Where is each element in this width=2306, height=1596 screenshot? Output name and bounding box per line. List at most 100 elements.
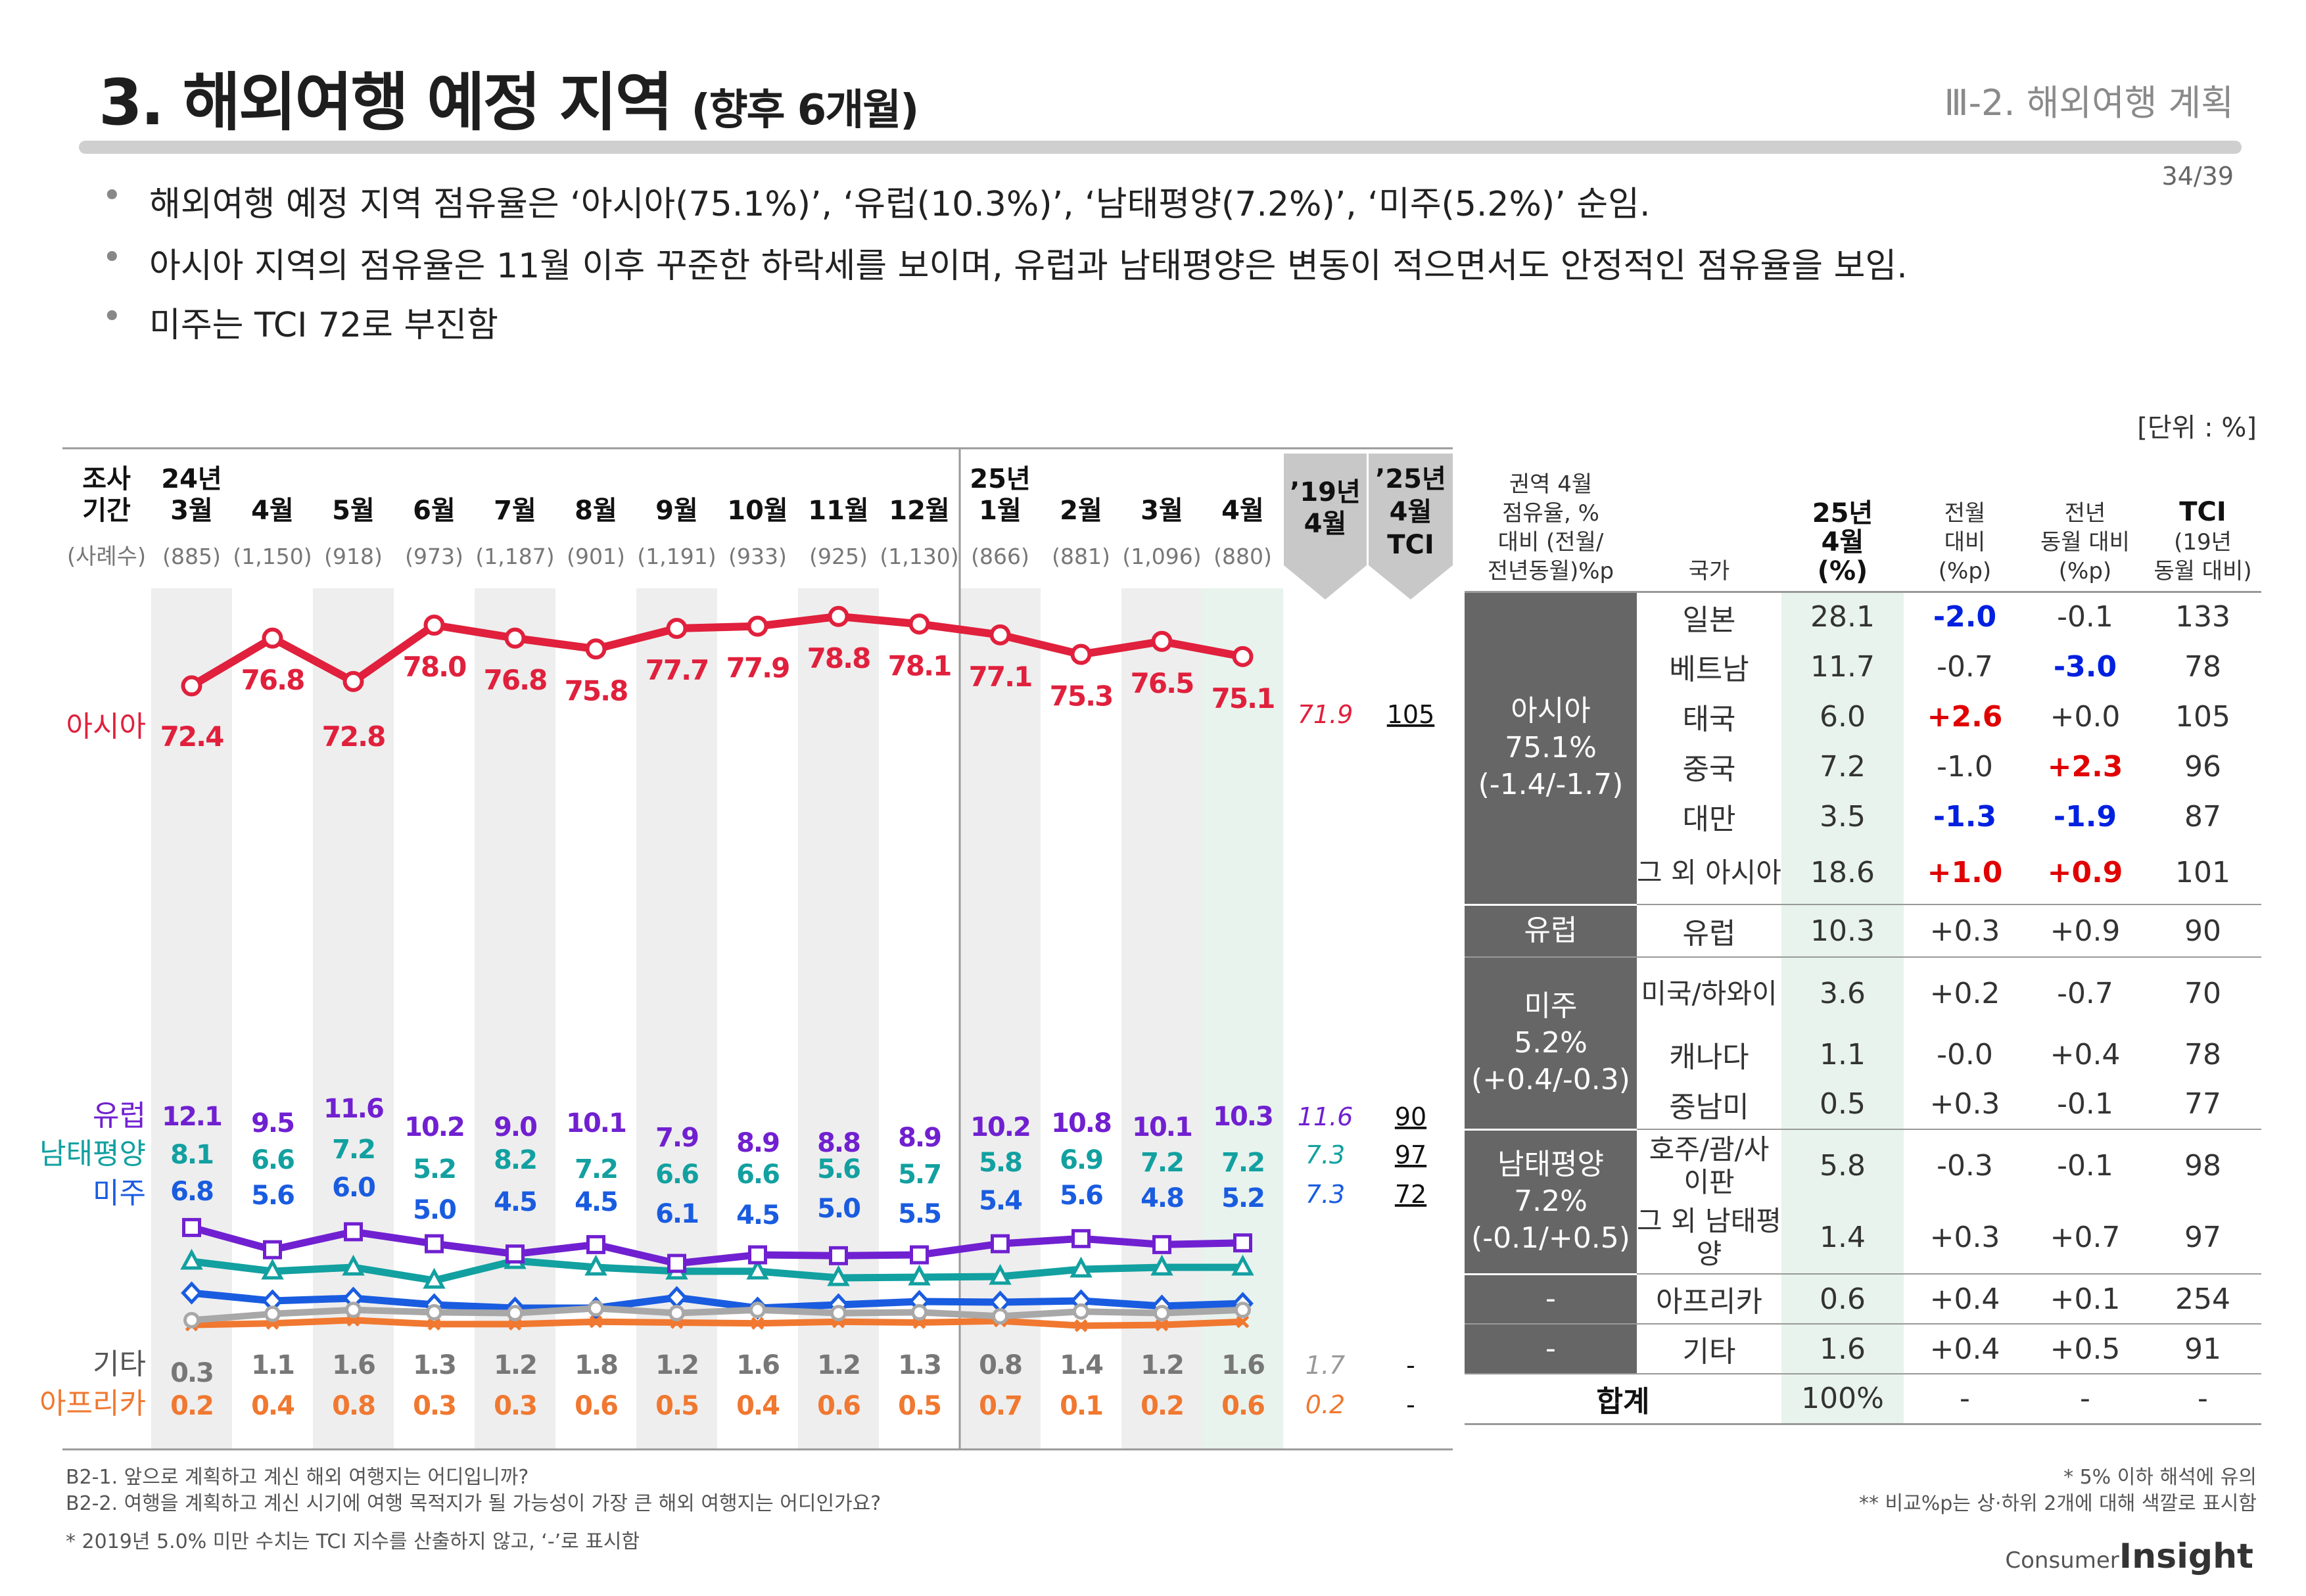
point-europe-7	[748, 1245, 767, 1265]
label-africa-12: 0.2	[1141, 1391, 1183, 1421]
label-america-3: 5.0	[413, 1195, 456, 1225]
region-line: (-0.1/+0.5)	[1471, 1221, 1630, 1255]
label-america-1: 5.6	[251, 1181, 294, 1211]
period-month-9: 12월	[889, 496, 949, 526]
yoy-cell: -1.9	[2053, 799, 2117, 833]
point-europe-4	[506, 1244, 525, 1264]
region-cell: 유럽	[1465, 904, 1637, 958]
th-yoy: 전년 동월 대비 (%p)	[2040, 500, 2130, 584]
tci-cell: 78	[2184, 649, 2221, 684]
label-asia-13: 75.1	[1212, 682, 1275, 715]
ref-2019-europe: 11.6	[1298, 1102, 1353, 1131]
label-europe-8: 8.8	[817, 1128, 860, 1158]
point-asia-11	[1070, 644, 1092, 665]
table-total-row: 합계 100% - - -	[1465, 1374, 2261, 1424]
series-name-america: 미주	[93, 1177, 146, 1210]
yoy-cell: +0.4	[2050, 1037, 2121, 1071]
point-asia-9	[908, 613, 930, 635]
label-asia-12: 76.5	[1131, 667, 1194, 699]
point-pacific-11	[1070, 1256, 1093, 1278]
label-pacific-5: 7.2	[575, 1154, 617, 1185]
series-name-africa: 아프리카	[39, 1387, 146, 1420]
label-america-9: 5.5	[898, 1199, 941, 1229]
country-cell: 태국	[1682, 703, 1736, 736]
share-cell: 0.6	[1781, 1274, 1904, 1325]
country-cell: 그 외 아시아	[1637, 841, 1781, 905]
share-cell: 1.1	[1781, 1029, 1904, 1079]
point-others-13	[1235, 1302, 1251, 1319]
table-row: 중국 7.2 -1.0 +2.3 96	[1465, 741, 2261, 791]
table-row: 베트남 11.7 -0.7 -3.0 78	[1465, 642, 2261, 692]
country-cell: 중남미	[1637, 1079, 1781, 1130]
period-n-7: (933)	[728, 544, 787, 569]
total-share: 100%	[1781, 1374, 1904, 1424]
label-america-7: 4.5	[736, 1200, 779, 1231]
share-cell: 1.4	[1781, 1202, 1904, 1275]
share-cell: 28.1	[1781, 592, 1904, 642]
footnote-tci: * 2019년 5.0% 미만 수치는 TCI 지수를 산출하지 않고, ‘-’…	[66, 1530, 640, 1553]
period-n-9: (1,130)	[880, 544, 958, 569]
series-line-asia	[189, 612, 1244, 690]
logo-part1: Consumer	[2005, 1547, 2119, 1574]
country-cell: 미국/하와이	[1641, 977, 1777, 1010]
mom-cell: -1.0	[1937, 749, 1993, 784]
tci-cell: 101	[2144, 841, 2261, 905]
share-cell: 11.7	[1781, 642, 1904, 692]
point-others-11	[1073, 1303, 1089, 1320]
region-cell: -	[1465, 1324, 1637, 1374]
period-n-2: (918)	[324, 544, 383, 569]
period-year-10: 25년	[970, 464, 1030, 494]
th-region: 권역 4월 점유율, % 대비 (전월/전년동월)%p	[1487, 471, 1614, 584]
label-others-1: 1.1	[251, 1350, 294, 1380]
point-others-5	[588, 1300, 604, 1317]
point-pacific-10	[989, 1263, 1012, 1285]
tci-cell: 98	[2184, 1149, 2221, 1183]
point-europe-2	[344, 1222, 363, 1242]
point-pacific-13	[1231, 1254, 1254, 1276]
label-europe-2: 11.6	[323, 1094, 383, 1124]
share-cell: 10.3	[1781, 904, 1904, 958]
tci-cell: 97	[2144, 1202, 2261, 1275]
point-pacific-9	[908, 1264, 931, 1286]
country-cell: 중국	[1682, 753, 1736, 786]
share-cell: 6.0	[1781, 692, 1904, 741]
bullet-3-text: 미주는 TCI 72로 부진함	[149, 306, 498, 345]
label-pacific-11: 6.9	[1060, 1145, 1102, 1175]
series-line-europe	[191, 1224, 1243, 1267]
tci-cell: 133	[2175, 600, 2230, 634]
table-row: 남태평양 7.2% (-0.1/+0.5) 호주/괌/사이판 5.8 -0.3 -0.1 98	[1465, 1129, 2261, 1275]
sample-row-label: (사례수)	[67, 544, 146, 570]
th-share: 25년 4월 (%)	[1812, 498, 1873, 586]
country-cell: 호주/괌/사이판	[1649, 1133, 1770, 1198]
label-europe-4: 9.0	[494, 1112, 536, 1142]
ref-2019-africa: 0.2	[1306, 1390, 1345, 1419]
label-others-3: 1.3	[413, 1350, 456, 1380]
label-pacific-12: 7.2	[1141, 1148, 1183, 1178]
label-others-5: 1.8	[575, 1350, 617, 1380]
point-asia-8	[828, 605, 849, 627]
point-pacific-12	[1150, 1254, 1173, 1276]
period-year-0: 24년	[161, 464, 222, 494]
mom-cell: +0.3	[1904, 1079, 2026, 1130]
period-n-4: (1,187)	[475, 544, 554, 569]
point-asia-0	[181, 675, 202, 697]
point-africa-12	[1155, 1318, 1169, 1332]
yoy-cell: -0.1	[2057, 600, 2113, 634]
point-europe-1	[263, 1240, 282, 1259]
label-america-12: 4.8	[1141, 1183, 1183, 1213]
table-row: 중남미 0.5 +0.3 -0.1 77	[1465, 1079, 2261, 1130]
point-pacific-5	[584, 1254, 607, 1276]
point-europe-9	[910, 1245, 929, 1265]
period-n-3: (973)	[405, 544, 463, 569]
series-line-pacific	[191, 1257, 1243, 1284]
label-asia-1: 76.8	[241, 664, 304, 696]
mom-cell: -0.7	[1937, 649, 1993, 684]
label-america-13: 5.2	[1221, 1183, 1264, 1213]
yoy-cell: +0.9	[2026, 904, 2144, 958]
period-month-10: 1월	[979, 496, 1022, 526]
region-line: -	[1545, 1282, 1556, 1316]
label-america-11: 5.6	[1060, 1181, 1102, 1211]
tci-cell: 254	[2144, 1274, 2261, 1325]
label-america-5: 4.5	[575, 1187, 617, 1217]
label-pacific-1: 6.6	[251, 1145, 294, 1175]
